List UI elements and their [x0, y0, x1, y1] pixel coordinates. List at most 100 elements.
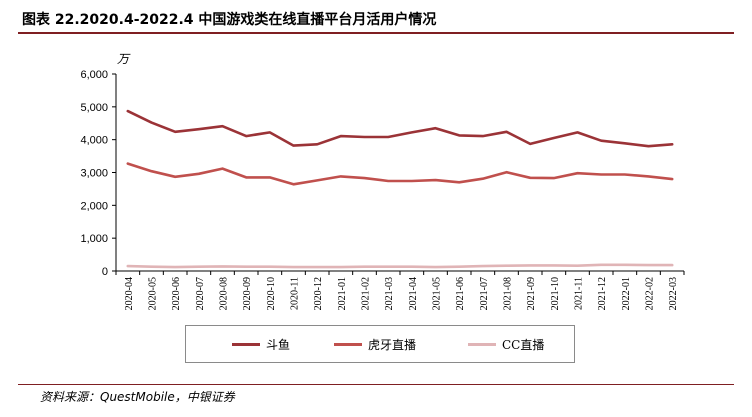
legend-swatch-douyu	[232, 342, 260, 346]
y-axis-unit: 万	[117, 52, 130, 66]
legend-label-douyu: 斗鱼	[266, 337, 291, 352]
x-tick-label: 2021-07	[479, 277, 490, 310]
data-point	[505, 131, 507, 133]
legend-item-huya: 虎牙直播	[334, 336, 416, 352]
legend-swatch-huya	[334, 342, 362, 346]
series-line-0	[126, 109, 674, 148]
x-tick-label: 2021-01	[337, 277, 348, 310]
data-point	[411, 131, 413, 133]
data-point	[340, 266, 342, 268]
data-point	[127, 162, 129, 164]
x-tick-label: 2021-09	[526, 277, 537, 310]
series-line-2	[126, 263, 674, 269]
data-point	[576, 265, 578, 267]
data-point	[221, 265, 223, 267]
data-point	[340, 135, 342, 137]
x-tick-label: 2021-03	[384, 277, 395, 310]
source-divider	[18, 384, 734, 385]
data-point	[458, 134, 460, 136]
x-tick-label: 2020-10	[266, 277, 277, 310]
data-point	[292, 183, 294, 185]
data-point	[434, 179, 436, 181]
data-point	[174, 266, 176, 268]
data-point	[576, 172, 578, 174]
x-tick-label: 2021-06	[455, 277, 466, 310]
data-point	[458, 181, 460, 183]
data-point	[411, 180, 413, 182]
data-point	[316, 143, 318, 145]
y-axis-ticks: 0 1,000 2,000 3,000 4,000 5,000 6,000	[80, 69, 116, 278]
x-tick-label: 2021-05	[432, 277, 443, 310]
x-tick-label: 2021-04	[408, 277, 419, 310]
data-point	[482, 265, 484, 267]
chart-series	[126, 109, 674, 269]
x-tick-label: 2020-07	[195, 277, 206, 310]
data-point	[174, 131, 176, 133]
data-point	[316, 179, 318, 181]
legend-swatch-cc	[468, 342, 496, 346]
data-point	[387, 266, 389, 268]
data-point	[316, 266, 318, 268]
x-tick-label: 2020-08	[219, 277, 230, 310]
y-tick-label: 6,000	[80, 69, 108, 81]
data-point	[221, 125, 223, 127]
x-tick-label: 2021-08	[503, 277, 514, 310]
data-point	[647, 175, 649, 177]
chart-legend: 斗鱼 虎牙直播 CC直播	[185, 325, 575, 363]
data-point	[127, 265, 129, 267]
y-tick-label: 3,000	[80, 168, 108, 180]
data-point	[221, 167, 223, 169]
data-point	[529, 264, 531, 266]
y-tick-label: 1,000	[80, 233, 108, 245]
data-point	[553, 177, 555, 179]
data-point	[363, 136, 365, 138]
x-tick-label: 2022-02	[645, 277, 656, 310]
x-axis-ticks: 2020-04 2020-05 2020-06 2020-07 2020-08 2020-…	[115, 271, 685, 310]
data-point	[624, 173, 626, 175]
x-tick-label: 2021-02	[361, 277, 372, 310]
data-point	[150, 266, 152, 268]
data-point	[647, 264, 649, 266]
data-point	[150, 170, 152, 172]
data-point	[434, 127, 436, 129]
x-tick-label: 2020-12	[313, 277, 324, 310]
data-point	[671, 178, 673, 180]
data-point	[292, 144, 294, 146]
y-tick-label: 0	[102, 266, 108, 278]
x-tick-label: 2020-05	[148, 277, 159, 310]
x-tick-label: 2022-01	[621, 277, 632, 310]
data-point	[505, 171, 507, 173]
data-point	[269, 266, 271, 268]
x-tick-label: 2021-11	[574, 277, 585, 310]
data-point	[198, 266, 200, 268]
data-point	[269, 176, 271, 178]
data-point	[576, 131, 578, 133]
source-note: 资料来源：QuestMobile，中银证券	[40, 390, 235, 404]
data-point	[482, 135, 484, 137]
x-tick-label: 2020-04	[124, 277, 135, 310]
data-point	[292, 266, 294, 268]
data-point	[127, 110, 129, 112]
data-point	[671, 264, 673, 266]
data-point	[387, 136, 389, 138]
x-tick-label: 2020-11	[290, 277, 301, 310]
data-point	[245, 176, 247, 178]
data-point	[624, 142, 626, 144]
data-point	[529, 177, 531, 179]
legend-item-douyu: 斗鱼	[232, 336, 290, 352]
data-point	[553, 264, 555, 266]
data-point	[553, 137, 555, 139]
x-tick-label: 2020-09	[242, 277, 253, 310]
x-tick-label: 2021-12	[597, 277, 608, 310]
data-point	[647, 145, 649, 147]
data-point	[624, 264, 626, 266]
data-point	[600, 139, 602, 141]
data-point	[505, 265, 507, 267]
data-point	[340, 175, 342, 177]
data-point	[150, 121, 152, 123]
legend-label-cc: CC直播	[502, 337, 545, 352]
x-tick-label: 2021-10	[550, 277, 561, 310]
x-tick-label: 2020-06	[171, 277, 182, 310]
series-line-1	[126, 162, 674, 186]
